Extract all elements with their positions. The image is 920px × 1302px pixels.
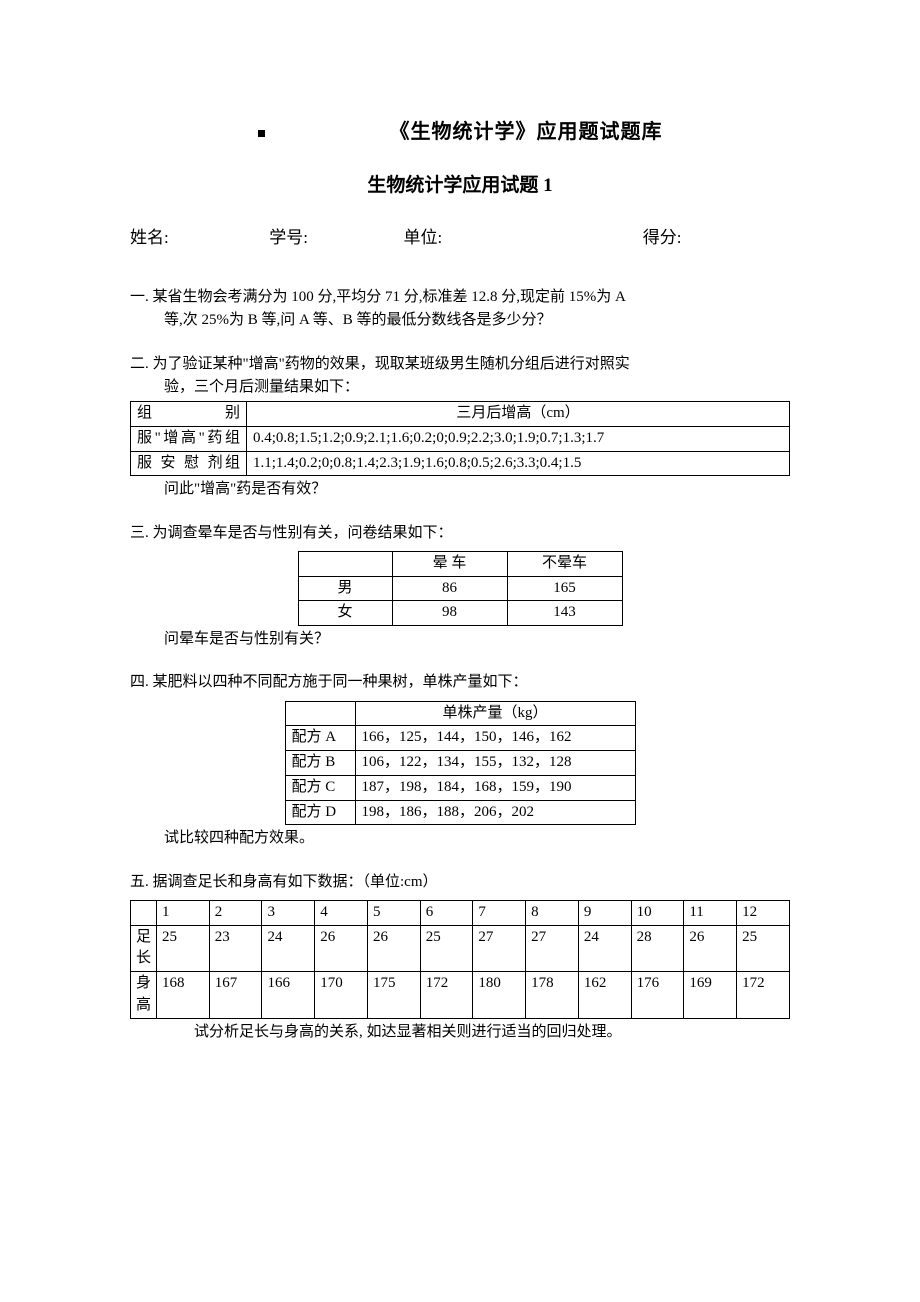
q3-r2c3: 143: [507, 601, 622, 626]
q5-r1c12: 25: [737, 925, 790, 972]
q5-h12: 12: [737, 900, 790, 925]
q1-line2: 等,次 25%为 B 等,问 A 等、B 等的最低分数线各是多少分？: [130, 309, 790, 332]
question-2-text: 二. 为了验证某种"增高"药物的效果，现取某班级男生随机分组后进行对照实 验，三…: [130, 353, 790, 400]
q2-col-label: 组 别: [131, 402, 247, 427]
q5-r1c8: 27: [526, 925, 579, 972]
q2-r2-label: 服 安 慰 剂组: [131, 451, 247, 476]
q2-note: 问此"增高"药是否有效？: [130, 478, 790, 501]
q1-line1: 一. 某省生物会考满分为 100 分,平均分 71 分,标准差 12.8 分,现…: [130, 286, 790, 309]
q5-h10: 10: [631, 900, 684, 925]
q5-r2c6: 172: [420, 972, 473, 1019]
q5-r2c5: 175: [367, 972, 420, 1019]
q2-r2-data: 1.1;1.4;0.2;0;0.8;1.4;2.3;1.9;1.6;0.8;0.…: [247, 451, 790, 476]
q2-r1-label: 服"增高"药组: [131, 426, 247, 451]
q3-r1c1: 男: [298, 576, 392, 601]
q5-r2c4: 170: [315, 972, 368, 1019]
q3-h3: 不晕车: [507, 551, 622, 576]
q3-h2: 晕 车: [392, 551, 507, 576]
q3-line1: 三. 为调查晕车是否与性别有关，问卷结果如下：: [130, 522, 790, 545]
unit-label: 单位:: [404, 223, 639, 248]
q5-r1-label: 足长: [131, 925, 157, 972]
q5-r2c8: 178: [526, 972, 579, 1019]
q5-h9: 9: [578, 900, 631, 925]
q5-note: 试分析足长与身高的关系, 如达显著相关则进行适当的回归处理。: [130, 1021, 790, 1044]
q5-line1: 五. 据调查足长和身高有如下数据：（单位:cm）: [130, 871, 790, 894]
q5-row1: 足长 25 23 24 26 26 25 27 27 24 28 26 25: [131, 925, 790, 972]
q5-r2c2: 167: [209, 972, 262, 1019]
q3-r2c1: 女: [298, 601, 392, 626]
q4-r2c2: 106，122，134，155，132，128: [355, 751, 635, 776]
q5-h5: 5: [367, 900, 420, 925]
q5-h6: 6: [420, 900, 473, 925]
q5-h4: 4: [315, 900, 368, 925]
q4-r4c2: 198，186，188，206，202: [355, 800, 635, 825]
q5-r1c1: 25: [157, 925, 210, 972]
q3-r1c3: 165: [507, 576, 622, 601]
q5-r2c11: 169: [684, 972, 737, 1019]
q4-note: 试比较四种配方效果。: [130, 827, 790, 850]
q2-line2: 验，三个月后测量结果如下：: [130, 376, 790, 399]
subtitle: 生物统计学应用试题 1: [130, 170, 790, 197]
score-label: 得分:: [643, 223, 682, 248]
q2-col-data: 三月后增高（cm）: [247, 402, 790, 427]
q5-r1c11: 26: [684, 925, 737, 972]
question-5-text: 五. 据调查足长和身高有如下数据：（单位:cm）: [130, 871, 790, 894]
question-1: 一. 某省生物会考满分为 100 分,平均分 71 分,标准差 12.8 分,现…: [130, 286, 790, 333]
q5-r1c3: 24: [262, 925, 315, 972]
question-4-text: 四. 某肥料以四种不同配方施于同一种果树，单株产量如下：: [130, 671, 790, 694]
q5-header-row: 1 2 3 4 5 6 7 8 9 10 11 12: [131, 900, 790, 925]
q4-col-data: 单株产量（kg）: [355, 701, 635, 726]
q3-note: 问晕车是否与性别有关？: [130, 628, 790, 651]
q5-r1c7: 27: [473, 925, 526, 972]
name-label: 姓名:: [130, 223, 265, 248]
q3-table: 晕 车 不晕车 男 86 165 女 98 143: [298, 551, 623, 626]
q5-r2c3: 166: [262, 972, 315, 1019]
q5-r1c5: 26: [367, 925, 420, 972]
q3-blank: [298, 551, 392, 576]
q5-r2c9: 162: [578, 972, 631, 1019]
q4-r1c1: 配方 A: [285, 726, 355, 751]
form-header: 姓名: 学号: 单位: 得分:: [130, 223, 790, 248]
q5-r1c2: 23: [209, 925, 262, 972]
question-3-text: 三. 为调查晕车是否与性别有关，问卷结果如下：: [130, 522, 790, 545]
q5-r1c10: 28: [631, 925, 684, 972]
q4-line1: 四. 某肥料以四种不同配方施于同一种果树，单株产量如下：: [130, 671, 790, 694]
q4-r4c1: 配方 D: [285, 800, 355, 825]
q5-r1c6: 25: [420, 925, 473, 972]
bullet-icon: [258, 130, 265, 137]
q2-r1-data: 0.4;0.8;1.5;1.2;0.9;2.1;1.6;0.2;0;0.9;2.…: [247, 426, 790, 451]
q4-r3c1: 配方 C: [285, 775, 355, 800]
q4-r1c2: 166，125，144，150，146，162: [355, 726, 635, 751]
q5-table: 1 2 3 4 5 6 7 8 9 10 11 12 足长 25 23 24 2…: [130, 900, 790, 1019]
q3-r1c2: 86: [392, 576, 507, 601]
main-title: 《生物统计学》应用题试题库: [130, 115, 790, 144]
q3-r2c2: 98: [392, 601, 507, 626]
q5-r2-label: 身高: [131, 972, 157, 1019]
q4-r3c2: 187，198，184，168，159，190: [355, 775, 635, 800]
q4-blank: [285, 701, 355, 726]
q5-r1c4: 26: [315, 925, 368, 972]
q4-r2c1: 配方 B: [285, 751, 355, 776]
q5-h1: 1: [157, 900, 210, 925]
main-title-text: 《生物统计学》应用题试题库: [390, 121, 663, 143]
q2-line1: 二. 为了验证某种"增高"药物的效果，现取某班级男生随机分组后进行对照实: [130, 353, 790, 376]
id-label: 学号:: [269, 223, 399, 248]
q2-table: 组 别 三月后增高（cm） 服"增高"药组 0.4;0.8;1.5;1.2;0.…: [130, 401, 790, 476]
q4-table: 单株产量（kg） 配方 A166，125，144，150，146，162 配方 …: [285, 701, 636, 826]
q5-h2: 2: [209, 900, 262, 925]
q5-blank: [131, 900, 157, 925]
q5-h7: 7: [473, 900, 526, 925]
q5-r2c1: 168: [157, 972, 210, 1019]
q5-r1c9: 24: [578, 925, 631, 972]
q5-h11: 11: [684, 900, 737, 925]
q5-h3: 3: [262, 900, 315, 925]
q5-h8: 8: [526, 900, 579, 925]
q5-r2c7: 180: [473, 972, 526, 1019]
q5-r2c10: 176: [631, 972, 684, 1019]
q5-row2: 身高 168 167 166 170 175 172 180 178 162 1…: [131, 972, 790, 1019]
q5-r2c12: 172: [737, 972, 790, 1019]
